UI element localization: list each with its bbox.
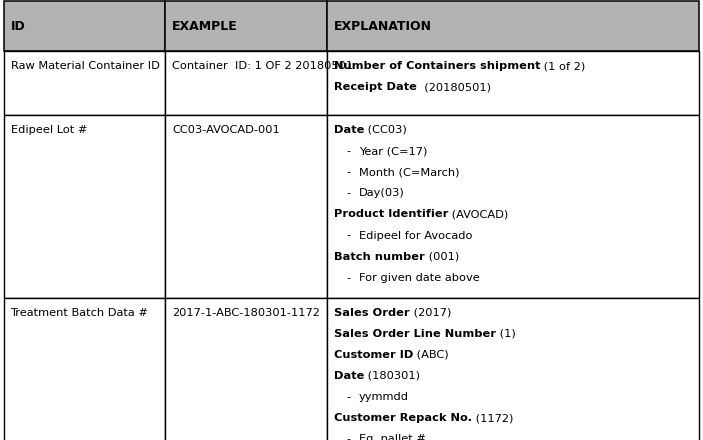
Text: EXAMPLE: EXAMPLE [172, 20, 238, 33]
Text: (1 of 2): (1 of 2) [541, 61, 586, 71]
Bar [327, 298, 699, 440]
Text: Batch number: Batch number [334, 252, 425, 262]
Text: (AVOCAD): (AVOCAD) [449, 209, 508, 220]
Text: EXPLANATION: EXPLANATION [334, 20, 432, 33]
Text: Date: Date [334, 125, 364, 135]
Text: -: - [347, 146, 351, 156]
Text: -: - [347, 231, 351, 241]
Text: Year (C=17): Year (C=17) [359, 146, 427, 156]
Bar [4, 115, 165, 298]
Bar [165, 51, 327, 115]
Bar [165, 115, 327, 298]
Text: Container  ID: 1 OF 2 20180501: Container ID: 1 OF 2 20180501 [172, 61, 354, 71]
Text: (180301): (180301) [364, 371, 420, 381]
Bar [4, 51, 165, 115]
Text: Treatment Batch Data #: Treatment Batch Data # [11, 308, 148, 318]
Bar [327, 115, 699, 298]
Text: (ABC): (ABC) [413, 350, 449, 360]
Text: (1): (1) [496, 329, 516, 339]
Bar [165, 1, 327, 51]
Text: -: - [347, 188, 351, 198]
Bar [165, 298, 327, 440]
Text: -: - [347, 392, 351, 402]
Text: Raw Material Container ID: Raw Material Container ID [11, 61, 160, 71]
Text: (CC03): (CC03) [364, 125, 407, 135]
Text: Month (C=March): Month (C=March) [359, 167, 460, 177]
Text: Receipt Date: Receipt Date [334, 82, 417, 92]
Text: Customer Repack No.: Customer Repack No. [334, 413, 472, 423]
Text: -: - [347, 434, 351, 440]
Text: Number of Containers shipment: Number of Containers shipment [334, 61, 541, 71]
Text: Customer ID: Customer ID [334, 350, 413, 360]
Text: -: - [347, 167, 351, 177]
Text: (001): (001) [425, 252, 459, 262]
Text: (20180501): (20180501) [417, 82, 491, 92]
Text: 2017-1-ABC-180301-1172: 2017-1-ABC-180301-1172 [172, 308, 320, 318]
Text: ID: ID [11, 20, 25, 33]
Text: (2017): (2017) [410, 308, 451, 318]
Text: Sales Order Line Number: Sales Order Line Number [334, 329, 496, 339]
Bar [327, 1, 699, 51]
Text: Eg. pallet #: Eg. pallet # [359, 434, 426, 440]
Text: (1172): (1172) [472, 413, 513, 423]
Bar [327, 51, 699, 115]
Text: Product Identifier: Product Identifier [334, 209, 449, 220]
Bar [4, 298, 165, 440]
Text: CC03-AVOCAD-001: CC03-AVOCAD-001 [172, 125, 280, 135]
Text: Date: Date [334, 371, 364, 381]
Text: Sales Order: Sales Order [334, 308, 410, 318]
Text: Edipeel Lot #: Edipeel Lot # [11, 125, 87, 135]
Text: Day(03): Day(03) [359, 188, 405, 198]
Text: yymmdd: yymmdd [359, 392, 409, 402]
Text: -: - [347, 273, 351, 283]
Bar [4, 1, 165, 51]
Text: Edipeel for Avocado: Edipeel for Avocado [359, 231, 472, 241]
Text: For given date above: For given date above [359, 273, 480, 283]
